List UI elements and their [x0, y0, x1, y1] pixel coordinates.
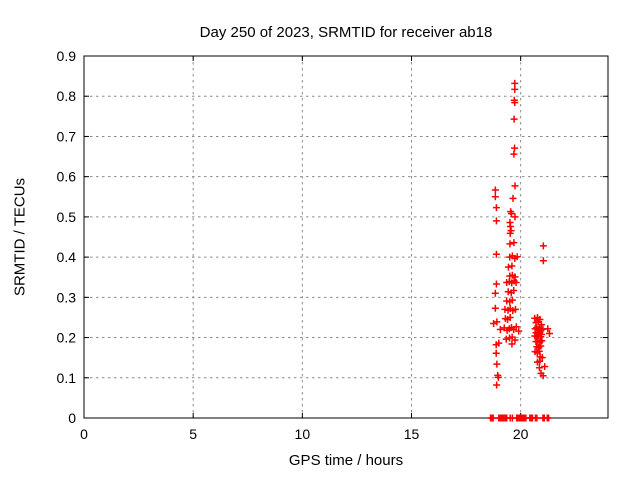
data-point [511, 336, 519, 344]
x-tick-label: 10 [295, 426, 311, 442]
x-tick-label: 20 [513, 426, 529, 442]
data-point [493, 381, 501, 389]
data-point [511, 273, 519, 281]
data-point [493, 360, 501, 368]
data-point [496, 326, 504, 334]
data-point [511, 85, 519, 93]
data-point [511, 213, 519, 221]
data-point [513, 253, 521, 261]
data-point [491, 186, 499, 194]
y-tick-label: 0.5 [57, 209, 77, 225]
data-point [491, 289, 499, 297]
data-point [539, 257, 547, 265]
data-point [538, 354, 546, 362]
y-tick-label: 0.6 [57, 169, 77, 185]
data-point [490, 319, 498, 327]
data-point [545, 330, 553, 338]
y-tick-label: 0.3 [57, 289, 77, 305]
y-tick-label: 0.2 [57, 330, 77, 346]
data-point [506, 313, 514, 321]
data-point [492, 250, 500, 258]
data-point [537, 342, 545, 350]
data-point [491, 193, 499, 201]
data-point [507, 210, 515, 218]
data-point [515, 327, 523, 335]
data-point [545, 414, 553, 422]
data-point [512, 278, 520, 286]
data-point [495, 339, 503, 347]
plot-border [83, 55, 609, 419]
y-tick-label: 0.1 [57, 370, 77, 386]
data-point [539, 242, 547, 250]
data-point [504, 263, 512, 271]
data-point [539, 372, 547, 380]
data-point [494, 373, 502, 381]
data-point [511, 305, 519, 313]
data-point [511, 182, 519, 190]
data-point [491, 304, 499, 312]
x-axis-label: GPS time / hours [288, 452, 404, 469]
data-point [537, 333, 545, 341]
y-tick-label: 0 [68, 410, 76, 426]
data-point [544, 325, 552, 333]
data-point [492, 204, 500, 212]
data-point [510, 239, 518, 247]
data-point [510, 150, 518, 158]
data-point [538, 337, 546, 345]
data-point [511, 99, 519, 107]
y-tick-label: 0.4 [57, 249, 77, 265]
data-point [493, 318, 501, 326]
data-point [535, 364, 543, 372]
data-point [533, 414, 541, 422]
data-point [509, 194, 517, 202]
y-tick-label: 0.7 [57, 128, 77, 144]
data-point [502, 335, 510, 343]
data-point [510, 115, 518, 123]
data-point [535, 347, 543, 355]
chart-title: Day 250 of 2023, SRMTID for receiver ab1… [199, 24, 493, 41]
data-point [536, 357, 544, 365]
data-point [510, 286, 518, 294]
data-point [506, 229, 514, 237]
x-tick-label: 5 [189, 426, 197, 442]
x-tick-label: 15 [404, 426, 420, 442]
data-point [492, 217, 500, 225]
data-point [541, 363, 549, 371]
x-tick-label: 0 [80, 426, 88, 442]
data-point [508, 262, 516, 270]
data-point [508, 340, 516, 348]
data-point [512, 323, 520, 331]
data-point [508, 296, 516, 304]
data-point [492, 349, 500, 357]
data-point [511, 79, 519, 87]
data-point [492, 280, 500, 288]
data-point [506, 240, 514, 248]
y-tick-label: 0.8 [57, 88, 77, 104]
data-point [511, 144, 519, 152]
y-tick-label: 0.9 [57, 48, 77, 64]
